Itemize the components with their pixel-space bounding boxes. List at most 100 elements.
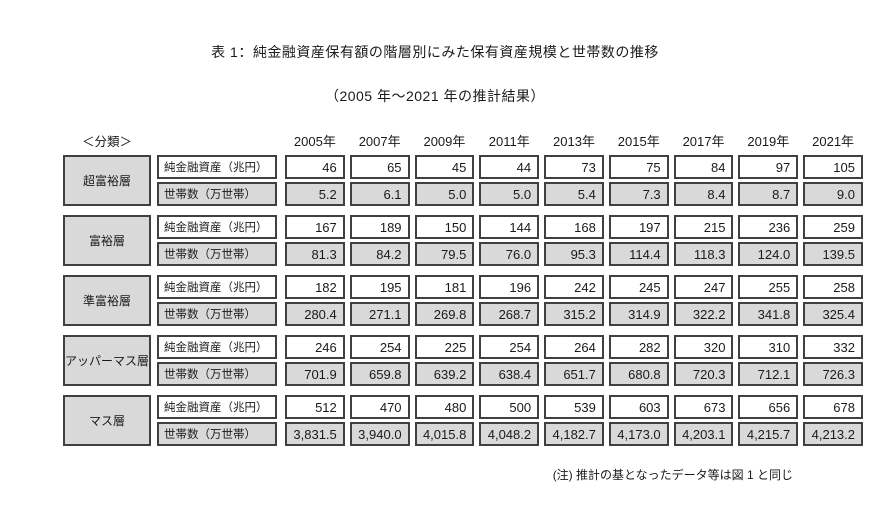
category-cell: 超富裕層 <box>63 155 151 206</box>
household-value-cell: 5.4 <box>544 182 604 206</box>
classification-header: ＜分類＞ <box>81 135 132 149</box>
category-cell: アッパーマス層 <box>63 335 151 386</box>
household-value-cell: 4,173.0 <box>608 422 669 446</box>
asset-row-label: 純金融資産（兆円） <box>157 395 277 419</box>
asset-value-cell: 246 <box>285 335 345 359</box>
year-header: 2021年 <box>812 134 855 149</box>
year-header: 2013年 <box>553 134 595 149</box>
year-headers: 2005年 2007年 2009年 2011年 2013年 2015年 2017年 2019年… <box>285 131 863 150</box>
asset-value-cell: 236 <box>738 215 799 239</box>
household-value-cell: 4,215.7 <box>738 422 799 446</box>
asset-value-cell: 150 <box>414 215 475 239</box>
asset-value-cell: 182 <box>285 275 345 299</box>
year-header: 2005年 <box>293 134 336 149</box>
category-cell: 準富裕層 <box>63 275 151 326</box>
asset-value-cell: 97 <box>738 155 799 179</box>
asset-row: 純金融資産（兆円） 182 195 181 196 242 245 247 255 258 <box>157 275 863 299</box>
tier-group: 準富裕層 純金融資産（兆円） 182 195 181 196 242 245 247 255 258… <box>63 275 863 326</box>
household-row-label: 世帯数（万世帯） <box>157 302 277 326</box>
asset-row-label: 純金融資産（兆円） <box>157 155 277 179</box>
tier-group: 超富裕層 純金融資産（兆円） 46 65 45 44 73 75 84 97 105 世帯数（万世帯）… <box>63 155 863 206</box>
asset-row-label: 純金融資産（兆円） <box>157 275 277 299</box>
household-value-cell: 268.7 <box>479 302 540 326</box>
household-value-cell: 5.2 <box>285 182 345 206</box>
table-body: 超富裕層 純金融資産（兆円） 46 65 45 44 73 75 84 97 105 世帯数（万世帯）… <box>63 155 863 446</box>
household-row: 世帯数（万世帯） 81.3 84.2 79.5 76.0 95.3 114.4 118.3 12… <box>157 242 863 266</box>
asset-row: 純金融資産（兆円） 46 65 45 44 73 75 84 97 105 <box>157 155 863 179</box>
asset-value-cell: 539 <box>544 395 604 419</box>
household-value-cell: 9.0 <box>803 182 863 206</box>
asset-value-cell: 264 <box>544 335 604 359</box>
asset-row: 純金融資産（兆円） 167 189 150 144 168 197 215 236 259 <box>157 215 863 239</box>
household-value-cell: 6.1 <box>349 182 410 206</box>
tier-group: マス層 純金融資産（兆円） 512 470 480 500 539 603 673 656 678 世… <box>63 395 863 446</box>
household-value-cell: 84.2 <box>349 242 410 266</box>
table-subtitle: （2005 年～2021 年の推計結果） <box>324 88 546 104</box>
household-row: 世帯数（万世帯） 3,831.5 3,940.0 4,015.8 4,048.2 4,18… <box>157 422 863 446</box>
year-header: 2011年 <box>488 134 530 149</box>
household-value-cell: 8.4 <box>673 182 734 206</box>
tier-group: アッパーマス層 純金融資産（兆円） 246 254 225 254 264 282 320 310… <box>63 335 863 386</box>
asset-value-cell: 310 <box>738 335 799 359</box>
asset-value-cell: 332 <box>803 335 863 359</box>
asset-row-label: 純金融資産（兆円） <box>157 215 277 239</box>
asset-value-cell: 105 <box>803 155 863 179</box>
asset-value-cell: 84 <box>673 155 734 179</box>
asset-value-cell: 254 <box>479 335 540 359</box>
household-row-label: 世帯数（万世帯） <box>157 242 277 266</box>
household-value-cell: 3,940.0 <box>349 422 410 446</box>
household-value-cell: 118.3 <box>673 242 734 266</box>
household-value-cell: 7.3 <box>608 182 669 206</box>
year-header: 2017年 <box>682 134 725 149</box>
household-value-cell: 341.8 <box>738 302 799 326</box>
asset-value-cell: 181 <box>414 275 475 299</box>
household-row: 世帯数（万世帯） 280.4 271.1 269.8 268.7 315.2 314.9 32… <box>157 302 863 326</box>
household-value-cell: 638.4 <box>479 362 540 386</box>
tier-group: 富裕層 純金融資産（兆円） 167 189 150 144 168 197 215 236 259 世… <box>63 215 863 266</box>
asset-value-cell: 512 <box>285 395 345 419</box>
asset-value-cell: 215 <box>673 215 734 239</box>
household-value-cell: 5.0 <box>479 182 540 206</box>
household-value-cell: 81.3 <box>285 242 345 266</box>
asset-row: 純金融資産（兆円） 512 470 480 500 539 603 673 656 678 <box>157 395 863 419</box>
asset-value-cell: 656 <box>738 395 799 419</box>
year-header: 2007年 <box>358 134 401 149</box>
asset-value-cell: 500 <box>479 395 540 419</box>
category-cell: マス層 <box>63 395 151 446</box>
household-row: 世帯数（万世帯） 5.2 6.1 5.0 5.0 5.4 7.3 8.4 8.7 9.0 <box>157 182 863 206</box>
asset-value-cell: 45 <box>414 155 475 179</box>
asset-value-cell: 144 <box>479 215 540 239</box>
asset-value-cell: 673 <box>673 395 734 419</box>
year-header: 2019年 <box>747 134 790 149</box>
household-value-cell: 4,182.7 <box>544 422 604 446</box>
household-value-cell: 680.8 <box>608 362 669 386</box>
year-header: 2015年 <box>617 134 660 149</box>
table-header-row: ＜分類＞ 2005年 2007年 2009年 2011年 2013年 2015年 2017年… <box>63 132 863 150</box>
household-row-label: 世帯数（万世帯） <box>157 362 277 386</box>
household-value-cell: 280.4 <box>285 302 345 326</box>
household-value-cell: 5.0 <box>414 182 475 206</box>
table-title: 表 1：純金融資産保有額の階層別にみた保有資産規模と世帯数の推移 <box>211 44 659 60</box>
year-header: 2009年 <box>423 134 466 149</box>
asset-value-cell: 320 <box>673 335 734 359</box>
asset-value-cell: 196 <box>479 275 540 299</box>
household-value-cell: 314.9 <box>608 302 669 326</box>
household-value-cell: 4,048.2 <box>479 422 540 446</box>
wealth-tier-table: ＜分類＞ 2005年 2007年 2009年 2011年 2013年 2015年 2017年… <box>63 132 863 455</box>
asset-value-cell: 167 <box>285 215 345 239</box>
asset-value-cell: 282 <box>608 335 669 359</box>
asset-value-cell: 254 <box>349 335 410 359</box>
household-value-cell: 325.4 <box>803 302 863 326</box>
asset-value-cell: 247 <box>673 275 734 299</box>
asset-value-cell: 168 <box>544 215 604 239</box>
household-value-cell: 639.2 <box>414 362 475 386</box>
asset-value-cell: 73 <box>544 155 604 179</box>
asset-value-cell: 44 <box>479 155 540 179</box>
asset-value-cell: 259 <box>803 215 863 239</box>
asset-value-cell: 195 <box>349 275 410 299</box>
household-value-cell: 139.5 <box>803 242 863 266</box>
asset-value-cell: 197 <box>608 215 669 239</box>
asset-value-cell: 65 <box>349 155 410 179</box>
household-row-label: 世帯数（万世帯） <box>157 182 277 206</box>
household-value-cell: 720.3 <box>673 362 734 386</box>
